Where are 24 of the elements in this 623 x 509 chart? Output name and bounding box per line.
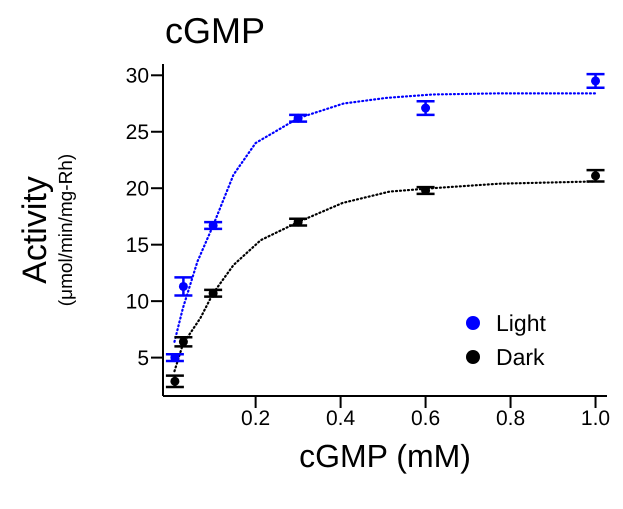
x-axis-title: cGMP (mM) [298, 438, 472, 475]
y-tick-label: 5 [137, 347, 149, 370]
x-tick-label: 0.8 [496, 406, 526, 430]
y-tick-label: 20 [126, 178, 149, 201]
y-tick-label: 15 [126, 234, 149, 258]
legend-label: Light [496, 310, 546, 336]
point [421, 104, 430, 113]
point [208, 288, 218, 298]
y-tick-label: 30 [126, 64, 149, 88]
x-tick-label: 0.4 [326, 406, 356, 430]
y-tick-label: 25 [126, 121, 149, 144]
point [591, 76, 600, 86]
chart-title: cGMP [165, 10, 266, 52]
x-tick-label: 0.2 [241, 406, 270, 430]
point [178, 282, 188, 291]
point [294, 114, 303, 123]
y-tick-label: 10 [126, 290, 149, 314]
point [591, 171, 600, 180]
x-tick-label: 1.0 [580, 406, 610, 430]
legend-label: Dark [496, 344, 545, 370]
x-tick-label: 0.6 [410, 406, 440, 430]
line-series [173, 92, 597, 343]
point [170, 376, 180, 386]
y-axis-title: Activity (μmol/min/mg-Rh) [16, 152, 78, 308]
